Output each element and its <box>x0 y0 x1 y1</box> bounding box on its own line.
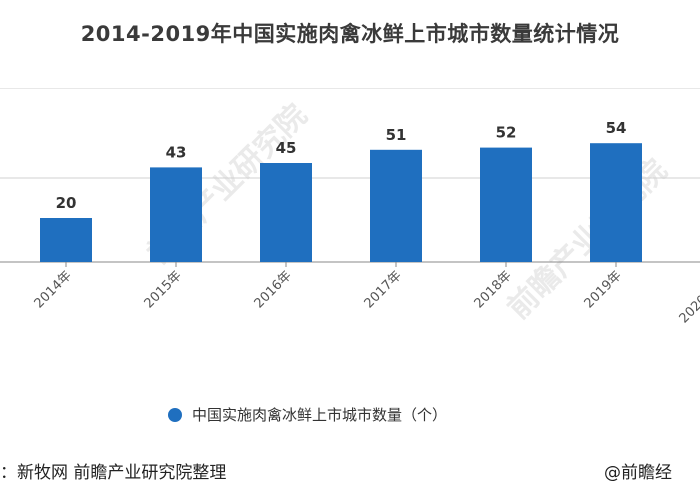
legend-label: 中国实施肉禽冰鲜上市城市数量（个） <box>192 406 448 424</box>
bar <box>590 143 642 262</box>
source-note: ：新牧网 前瞻产业研究院整理 <box>0 463 227 483</box>
title-divider <box>0 88 700 89</box>
chart-title: 2014-2019年中国实施肉禽冰鲜上市城市数量统计情况 <box>80 22 620 46</box>
data-label: 45 <box>276 139 297 157</box>
data-label: 43 <box>166 143 187 161</box>
data-label: 51 <box>386 126 407 144</box>
bar <box>480 147 532 262</box>
bar <box>40 218 92 262</box>
bar <box>150 167 202 262</box>
brand-label: @前瞻经 <box>604 463 672 483</box>
bar <box>260 163 312 262</box>
x-tick-label: 2020年1-1 <box>677 268 700 326</box>
bar <box>370 149 422 262</box>
legend: 中国实施肉禽冰鲜上市城市数量（个） <box>168 404 447 425</box>
data-label: 20 <box>56 194 77 212</box>
x-tick-label: 2019年 <box>582 268 625 311</box>
data-label: 54 <box>606 119 627 137</box>
x-tick-label: 2017年 <box>362 268 405 311</box>
legend-marker <box>168 407 182 422</box>
data-label: 52 <box>496 124 517 142</box>
x-tick-label: 2016年 <box>252 268 295 311</box>
x-tick-label: 2014年 <box>32 268 75 311</box>
bar-chart: 20 2014年 43 2015年 45 2016年 51 2017年 52 2018年 54 201… <box>0 119 700 326</box>
x-tick-label: 2015年 <box>142 268 185 311</box>
x-tick-label: 2018年 <box>472 268 515 311</box>
